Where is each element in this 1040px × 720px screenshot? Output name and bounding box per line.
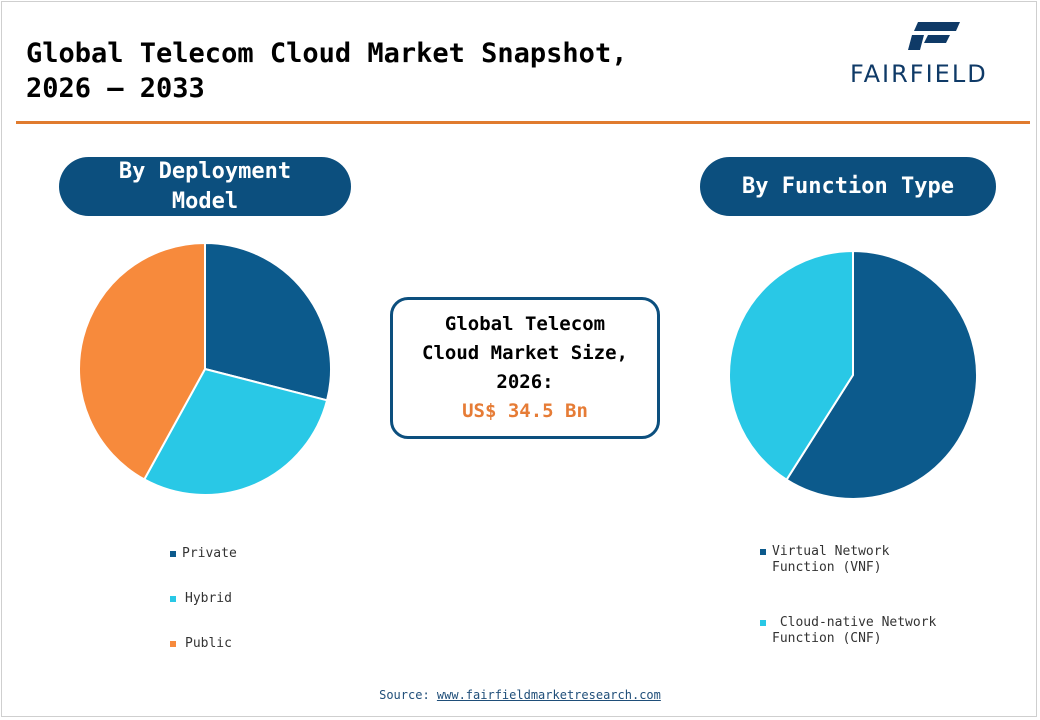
- source-link[interactable]: www.fairfieldmarketresearch.com: [436, 688, 661, 702]
- legend-item-public: Public: [170, 636, 232, 652]
- legend-item-vnf: Virtual Network Function (VNF): [760, 544, 889, 576]
- legend-item-cnf: Cloud-native Network Function (CNF): [760, 615, 936, 647]
- deployment-pie-chart: [78, 242, 332, 496]
- fairfield-logo-icon: [908, 22, 960, 50]
- callout-line-2: Cloud Market Size,: [422, 342, 628, 364]
- deployment-slice-public: [78, 242, 206, 481]
- function-type-heading: By Function Type: [700, 157, 996, 216]
- callout-line-1: Global Telecom: [444, 313, 606, 335]
- legend-label-cnf-line-1: Cloud-native Network: [772, 615, 937, 630]
- legend-swatch-public: [170, 641, 176, 647]
- legend-swatch-cnf: [760, 620, 766, 626]
- legend-label-public: Public: [185, 636, 232, 651]
- function-type-pie-chart: [728, 250, 978, 500]
- legend-label-vnf-line-1: Virtual Network: [772, 544, 890, 559]
- title-line-2: 2026 – 2033: [26, 73, 205, 104]
- title-line-1: Global Telecom Cloud Market Snapshot,: [26, 38, 628, 69]
- legend-swatch-hybrid: [170, 596, 176, 602]
- header-divider: [16, 121, 1030, 124]
- logo-wordmark: FAIRFIELD: [850, 60, 988, 88]
- source-label: Source:: [379, 688, 437, 702]
- page-title: Global Telecom Cloud Market Snapshot, 20…: [26, 36, 766, 106]
- deployment-heading-line-2: Model: [171, 188, 239, 214]
- deployment-slice-hybrid: [142, 367, 329, 496]
- legend-item-hybrid: Hybrid: [170, 591, 232, 607]
- market-size-value: US$ 34.5 Bn: [462, 400, 588, 422]
- legend-item-private: Private: [170, 546, 237, 562]
- deployment-slice-private: [204, 242, 332, 402]
- legend-label-private: Private: [182, 546, 237, 561]
- source-footer: Source: www.fairfieldmarketresearch.com: [0, 688, 1040, 702]
- market-size-callout: Global Telecom Cloud Market Size, 2026: …: [390, 297, 660, 439]
- function-type-heading-text: By Function Type: [742, 173, 954, 199]
- legend-label-vnf-line-2: Function (VNF): [772, 560, 882, 575]
- legend-label-cnf-line-2: Function (CNF): [772, 631, 882, 646]
- legend-swatch-vnf: [760, 549, 766, 555]
- legend-label-hybrid: Hybrid: [185, 591, 232, 606]
- legend-swatch-private: [170, 551, 176, 557]
- function-type-slice-virtual-network-function-vnf: [785, 250, 978, 500]
- deployment-model-heading: By Deployment Model: [59, 157, 351, 216]
- function-type-slice-cloud-native-network-function-cnf: [728, 250, 854, 482]
- callout-line-3: 2026:: [496, 371, 554, 393]
- deployment-heading-line-1: By Deployment: [118, 158, 292, 184]
